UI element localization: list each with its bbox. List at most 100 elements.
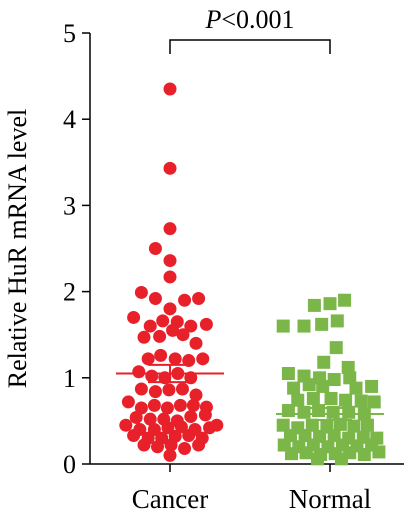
data-point — [315, 317, 329, 331]
data-point — [199, 317, 213, 331]
y-tick-label: 3 — [63, 191, 76, 220]
y-tick-label: 5 — [63, 19, 76, 48]
data-point — [156, 314, 170, 328]
data-point — [137, 438, 151, 452]
y-tick-label: 2 — [63, 278, 76, 307]
data-point — [281, 366, 295, 380]
data-point — [143, 319, 157, 333]
data-point — [302, 378, 316, 392]
data-point — [121, 395, 135, 409]
data-point — [184, 410, 198, 424]
data-point — [349, 381, 363, 395]
data-point — [360, 418, 374, 432]
data-point — [134, 285, 148, 299]
data-point — [158, 371, 172, 385]
data-point — [141, 352, 155, 366]
y-tick-label: 4 — [63, 105, 76, 134]
data-point — [334, 452, 348, 466]
data-point — [312, 404, 326, 418]
data-point — [147, 398, 161, 412]
data-point — [127, 429, 141, 443]
p-value-threshold: <0.001 — [221, 5, 294, 34]
data-point — [338, 293, 352, 307]
data-point — [297, 319, 311, 333]
data-point — [210, 418, 224, 432]
x-tick-label-normal: Normal — [289, 484, 371, 514]
data-point — [365, 379, 379, 393]
data-point — [357, 448, 371, 462]
data-point — [281, 404, 295, 418]
data-point — [145, 369, 159, 383]
data-point — [189, 388, 203, 402]
data-point — [343, 371, 357, 385]
data-point — [163, 82, 177, 96]
data-point — [173, 398, 187, 412]
data-point — [148, 291, 162, 305]
data-point — [163, 270, 177, 284]
data-point — [342, 405, 356, 419]
data-point — [276, 418, 290, 432]
data-point — [307, 298, 321, 312]
data-point — [184, 319, 198, 333]
data-point — [184, 371, 198, 385]
data-point — [189, 336, 203, 350]
data-point — [134, 401, 148, 415]
data-point — [151, 440, 165, 454]
data-point — [287, 381, 301, 395]
significance-annotation: P<0.001 — [169, 5, 331, 54]
data-point — [163, 222, 177, 236]
data-point — [306, 391, 320, 405]
data-point — [163, 161, 177, 175]
data-point — [324, 391, 338, 405]
data-point — [175, 382, 189, 396]
data-point — [163, 254, 177, 268]
y-axis-label: Relative HuR mRNA level — [3, 109, 32, 388]
data-point — [174, 420, 188, 434]
data-point — [196, 352, 210, 366]
data-point — [168, 352, 182, 366]
data-point — [148, 242, 162, 255]
data-point — [316, 379, 330, 393]
data-point — [317, 355, 331, 369]
data-point — [333, 417, 347, 431]
plot-area — [116, 82, 386, 466]
data-point — [367, 395, 381, 409]
data-point — [154, 348, 168, 362]
data-point — [127, 310, 141, 324]
data-point — [132, 365, 146, 379]
data-point — [291, 393, 305, 407]
data-point — [285, 447, 299, 461]
x-tick-label-cancer: Cancer — [132, 484, 208, 514]
data-point — [276, 319, 290, 333]
data-point — [305, 418, 319, 432]
data-point — [329, 341, 343, 355]
y-tick-label: 1 — [63, 364, 76, 393]
data-point — [148, 385, 162, 399]
data-point — [186, 398, 200, 412]
data-point — [153, 329, 167, 343]
data-point — [182, 429, 196, 443]
data-point — [143, 412, 157, 426]
data-point — [192, 291, 206, 305]
data-point — [311, 452, 325, 466]
data-point — [182, 354, 196, 368]
data-point — [162, 383, 176, 397]
data-point — [178, 441, 192, 455]
series-cancer — [116, 82, 224, 462]
data-point — [129, 410, 143, 424]
data-point — [339, 393, 353, 407]
data-point — [297, 405, 311, 419]
data-point — [164, 438, 178, 452]
data-point — [327, 373, 341, 387]
data-point — [163, 448, 177, 462]
p-value-label: P<0.001 — [204, 5, 294, 34]
data-point — [137, 330, 151, 344]
data-point — [341, 360, 355, 374]
data-point — [198, 408, 212, 422]
data-point — [119, 418, 133, 432]
data-point — [161, 421, 175, 435]
data-point — [134, 382, 148, 396]
data-point — [372, 445, 386, 459]
data-point — [176, 328, 190, 342]
